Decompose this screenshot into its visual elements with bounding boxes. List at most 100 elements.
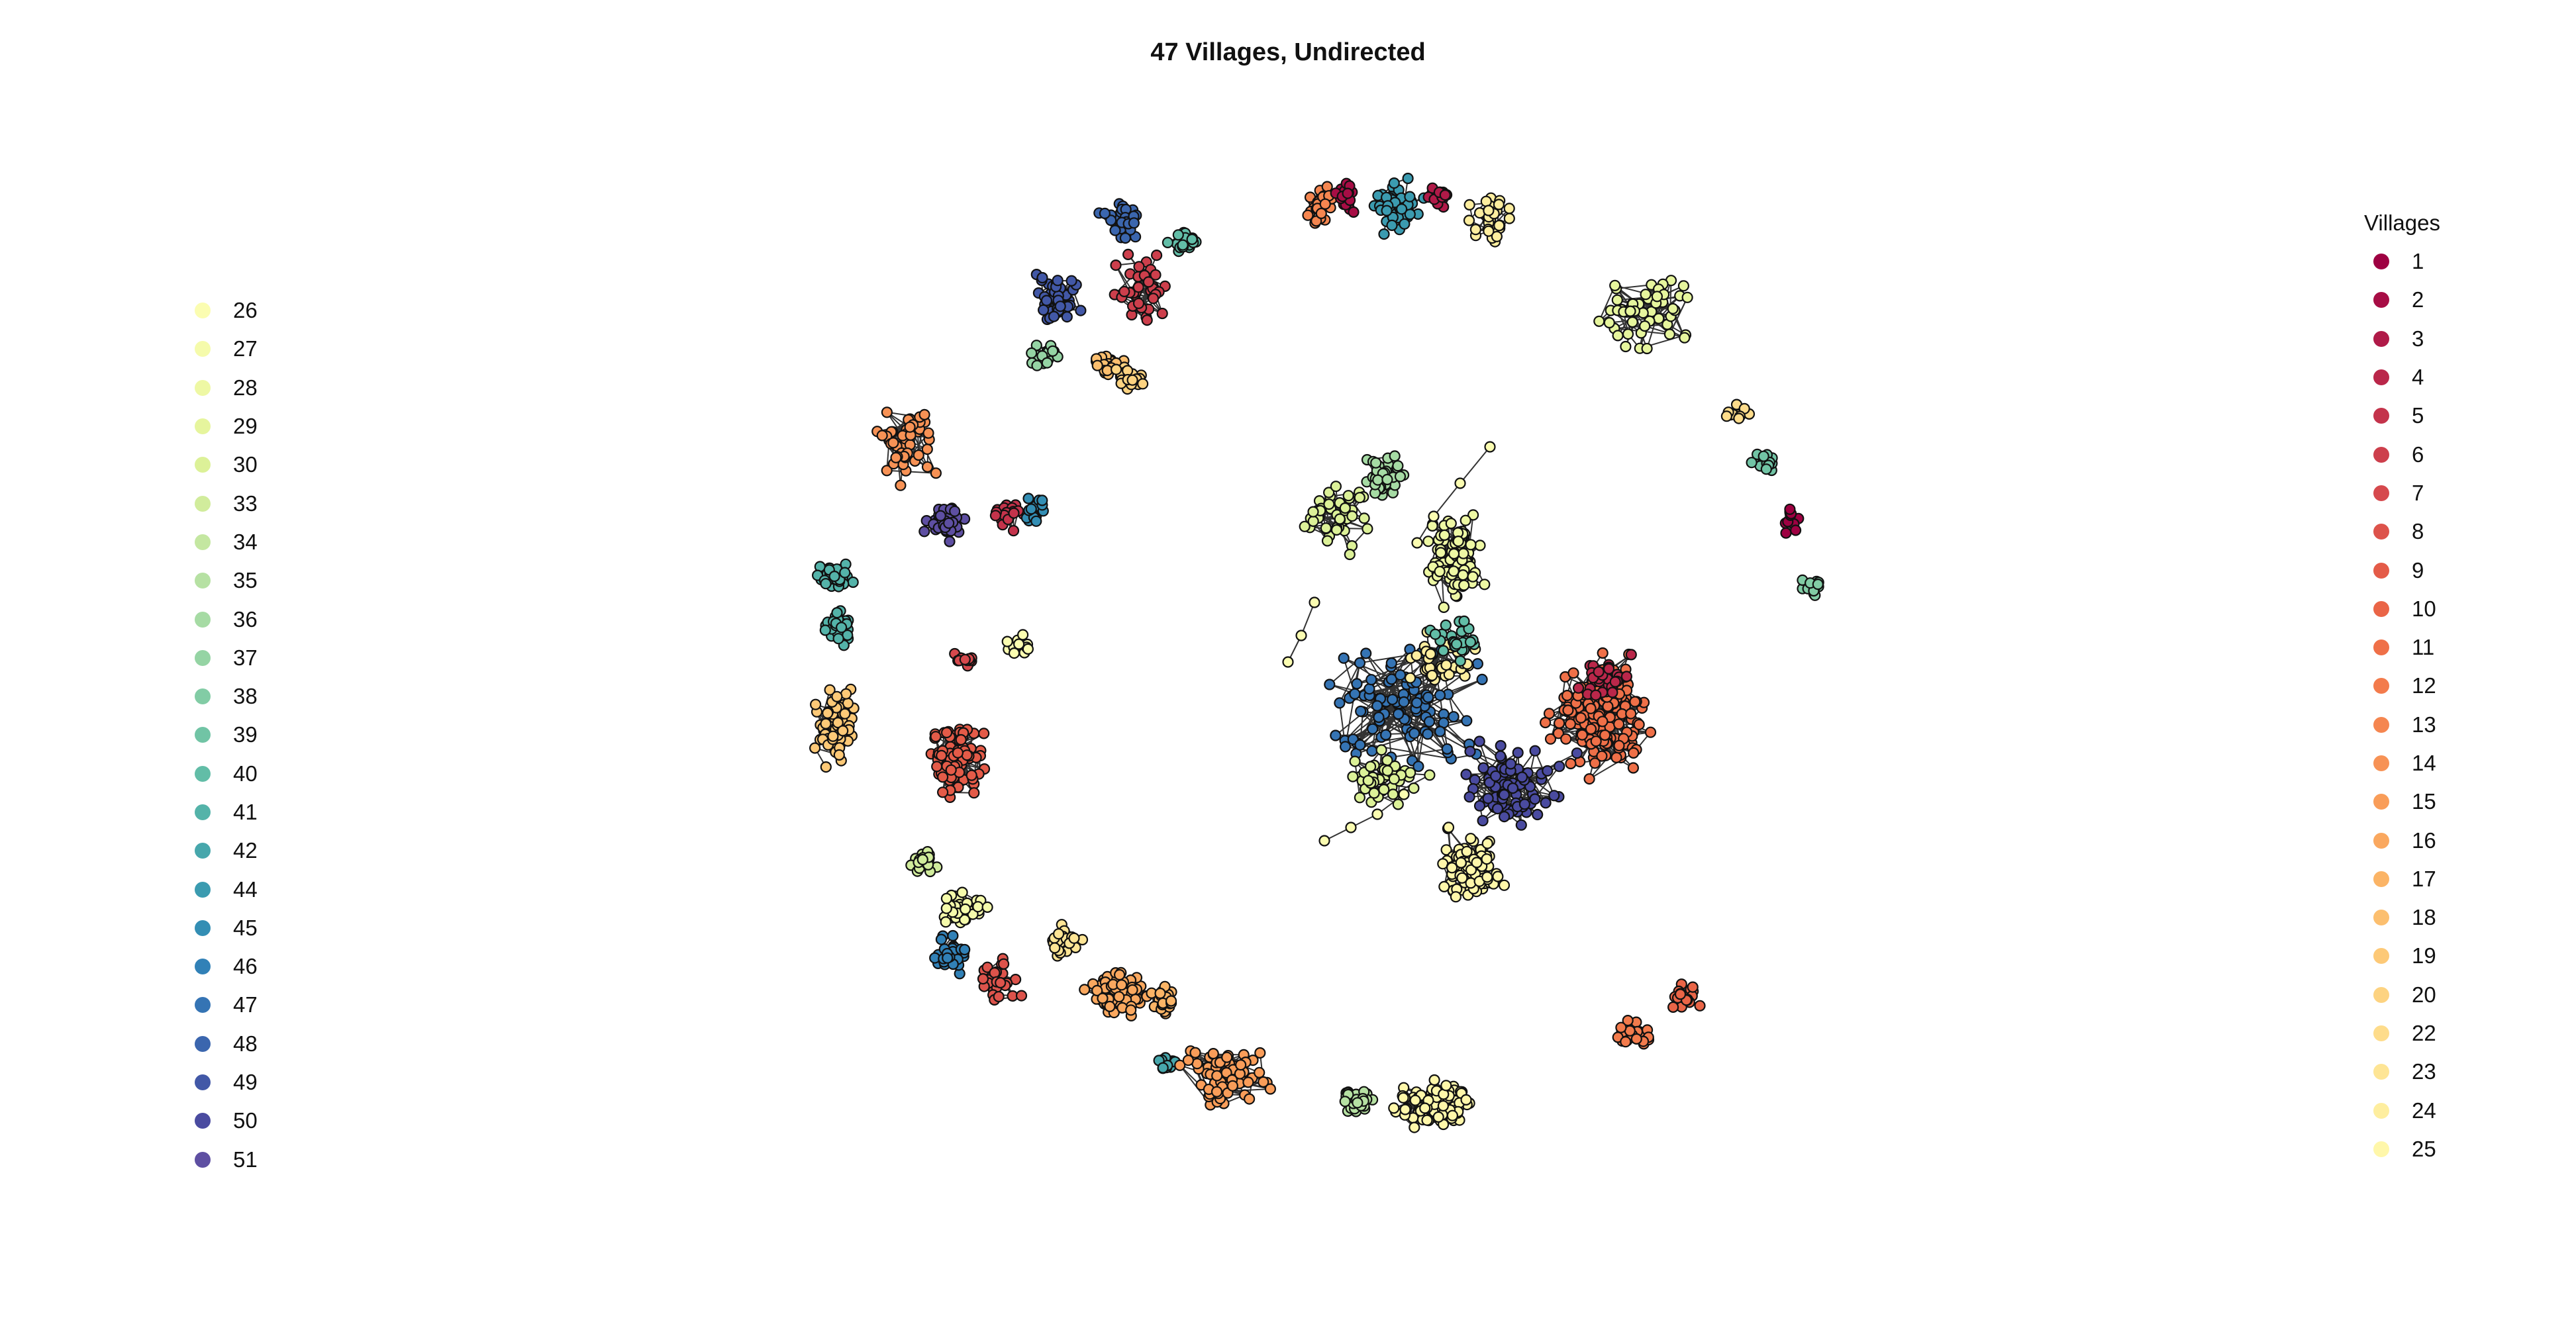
- village-node-6: [1150, 250, 1163, 261]
- village-node-3: [1439, 189, 1451, 201]
- village-node-41: [832, 633, 844, 645]
- village-node-14: [881, 406, 893, 418]
- village-node-13: [1319, 198, 1331, 210]
- village-node-14: [890, 451, 902, 463]
- village-node-27: [972, 901, 984, 913]
- village-node-24: [1463, 199, 1475, 211]
- chart-title: 47 Villages, Undirected: [1150, 38, 1426, 66]
- village-node-5: [989, 510, 1002, 522]
- village-node-9: [936, 786, 949, 798]
- village-node-27: [956, 886, 968, 898]
- village-node-14: [876, 430, 888, 442]
- village-node-14: [921, 461, 934, 473]
- village-node-45: [1025, 503, 1037, 515]
- village-node-49: [1036, 271, 1048, 284]
- network-edge: [1391, 748, 1448, 758]
- village-node-9: [952, 747, 964, 759]
- village-node-14: [904, 421, 916, 433]
- village-node-49: [1040, 295, 1053, 306]
- village-node-44: [1378, 228, 1390, 240]
- village-node-29: [1622, 328, 1634, 340]
- village-node-6: [1141, 314, 1153, 326]
- village-node-19: [833, 749, 845, 761]
- village-node-13: [1315, 207, 1327, 219]
- village-node-48: [1099, 207, 1111, 219]
- village-node-49: [1061, 311, 1073, 323]
- village-node-29: [1640, 289, 1652, 301]
- village-node-41: [831, 606, 843, 619]
- village-node-19: [827, 730, 839, 742]
- village-node-20: [1126, 374, 1138, 386]
- village-node-27: [940, 916, 952, 928]
- village-node-6: [1122, 248, 1134, 260]
- village-node-27: [940, 892, 953, 904]
- village-node-29: [1651, 291, 1663, 303]
- village-node-9: [940, 726, 953, 739]
- network-edge: [1339, 662, 1361, 704]
- village-node-19: [824, 684, 836, 696]
- village-node-40: [1177, 239, 1189, 251]
- village-node-44: [1396, 203, 1408, 215]
- village-node-29: [1679, 332, 1691, 344]
- village-node-44: [1402, 172, 1414, 185]
- network-edge: [1343, 657, 1356, 694]
- village-node-14: [895, 479, 907, 491]
- village-node-51: [918, 526, 930, 538]
- village-node-6: [1118, 285, 1130, 297]
- village-node-2: [1342, 187, 1354, 199]
- village-node-40: [1186, 233, 1198, 246]
- village-node-44: [1381, 205, 1393, 216]
- village-node-19: [809, 742, 821, 754]
- village-node-49: [1048, 310, 1060, 322]
- village-node-49: [1054, 301, 1066, 312]
- village-node-24: [1483, 225, 1495, 237]
- village-node-27: [960, 903, 971, 916]
- village-node-27: [967, 908, 979, 920]
- village-node-24: [1493, 220, 1505, 232]
- village-node-51: [934, 510, 946, 522]
- village-node-19: [822, 707, 834, 719]
- village-node-29: [1663, 328, 1675, 340]
- village-node-41: [819, 624, 831, 636]
- village-node-48: [1119, 232, 1132, 244]
- village-node-51: [943, 517, 955, 529]
- village-node-9: [931, 761, 943, 773]
- village-node-19: [820, 761, 832, 773]
- village-node-49: [1065, 275, 1077, 287]
- village-node-29: [1626, 316, 1638, 328]
- village-node-14: [887, 437, 899, 449]
- village-node-44: [1404, 191, 1416, 203]
- village-node-37: [1030, 340, 1042, 352]
- village-node-19: [820, 718, 832, 730]
- village-node-45: [1022, 493, 1034, 504]
- village-node-26: [1008, 647, 1020, 659]
- village-node-5: [1007, 525, 1020, 537]
- village-node-44: [1388, 177, 1400, 189]
- village-node-14: [913, 449, 924, 461]
- village-node-9: [968, 787, 980, 799]
- village-node-6: [1156, 307, 1168, 320]
- village-node-51: [944, 536, 956, 547]
- village-node-44: [1399, 218, 1411, 230]
- village-node-48: [1128, 217, 1140, 229]
- village-node-19: [837, 725, 849, 737]
- village-node-19: [832, 716, 844, 729]
- village-node-19: [831, 690, 843, 702]
- village-node-22: [1720, 410, 1732, 422]
- village-node-40: [1162, 236, 1174, 248]
- village-node-29: [1639, 320, 1651, 332]
- village-node-9: [930, 731, 942, 743]
- village-node-18: [1091, 359, 1103, 371]
- village-node-14: [922, 427, 934, 439]
- network-edge: [1344, 663, 1361, 747]
- village-node-6: [1132, 281, 1144, 293]
- village-node-19: [839, 708, 851, 720]
- village-node-26: [1022, 643, 1034, 655]
- village-node-14: [918, 408, 930, 421]
- village-node-40: [1172, 229, 1184, 241]
- village-node-24: [1463, 214, 1475, 226]
- village-node-6: [1110, 259, 1122, 271]
- village-node-41: [828, 570, 840, 583]
- village-node-29: [1609, 279, 1621, 291]
- network-edge: [1460, 446, 1491, 484]
